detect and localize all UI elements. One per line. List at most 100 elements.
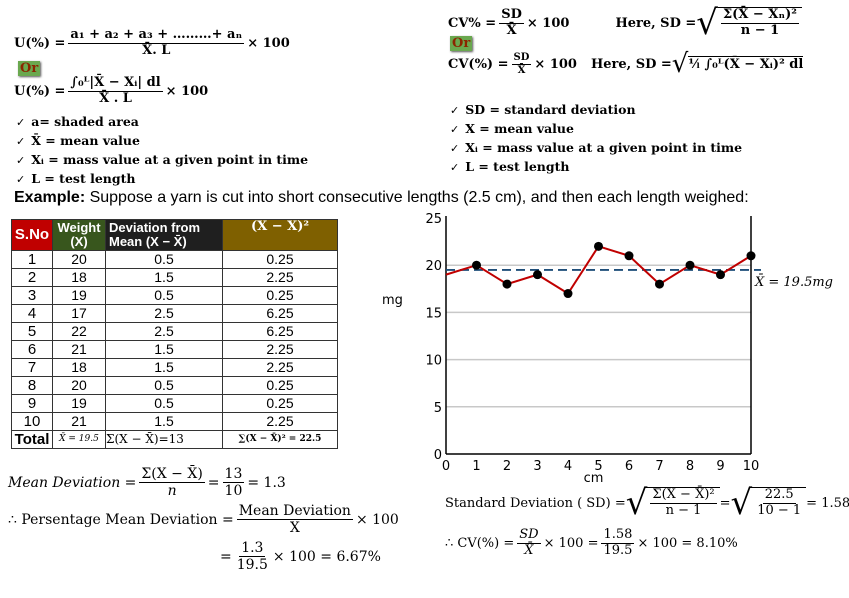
header-squared: (X − X̄)² [222,219,338,251]
fraction-denominator: 10 − 1 [757,503,802,518]
checkmark-icon: ✓ [450,104,460,117]
fraction-numerator: a₁ + a₂ + a₃ + ………+ aₙ [68,27,245,44]
bullet-item: ✓ X̄ = mean value [16,132,308,151]
sno-cell: 8 [11,376,53,395]
bullet-item: ✓ SD = standard deviation [450,101,742,120]
data-table: S.No Weight (X) Deviation from Mean (X −… [11,219,338,449]
fraction-numerator: Mean Deviation [236,503,353,521]
fraction-denominator: 19.5 [236,557,268,574]
uniformity-formula-block: U(%) = a₁ + a₂ + a₃ + ………+ aₙ X̄. L × 100… [14,27,290,107]
squared-cell: 6.25 [222,322,338,341]
y-tick-label: 10 [425,354,442,369]
y-tick-label: 0 [434,448,442,463]
header-weight: Weight (X) [52,219,106,251]
x-tick-label: 4 [564,459,572,474]
formula-lhs: CV% = [448,15,497,31]
or-label: Or [18,60,41,76]
fraction-denominator: X̄. L [142,42,171,58]
y-tick-label: 5 [434,401,442,416]
table-row: 9 19 0.5 0.25 [11,394,338,413]
result: = 1.58 [806,495,849,511]
uniformity-formula-1: U(%) = a₁ + a₂ + a₃ + ………+ aₙ X̄. L × 100 [14,27,290,59]
data-point [655,279,664,289]
data-point [746,251,756,261]
weight-cell: 18 [52,358,106,377]
weight-cell: 20 [52,250,106,269]
deviation-cell: 0.5 [105,286,223,305]
x-tick-label: 7 [655,459,663,474]
sno-cell: 4 [11,304,53,323]
equals: = [220,548,232,565]
pct-result-line: = 1.3 19.5 × 100 = 6.67% [220,540,399,573]
fraction-numerator: Σ(X̄ − Xₙ)² [720,7,799,24]
sno-cell: 9 [11,394,53,413]
formula-lhs: ∴ CV(%) = [445,535,515,551]
uniformity-formula-2: U(%) = ∫₀ᴸ|X̄ − Xᵢ| dl X̄ . L × 100 [14,75,290,107]
y-tick-label: 15 [425,306,442,321]
mean-label: X̄ = 19.5mg [754,274,833,290]
sd-line: Standard Deviation ( SD) = √ Σ(X − X̄)² n … [445,486,849,520]
result: = 1.3 [247,474,286,491]
uniformity-bullets: ✓ a= shaded area ✓ X̄ = mean value ✓ Xᵢ = m… [16,113,308,189]
pct-mean-deviation-line: ∴ Persentage Mean Deviation = Mean Devia… [8,503,399,536]
sd-calc: Standard Deviation ( SD) = √ Σ(X − X̄)² n … [445,486,849,559]
bullet-item: ✓ a= shaded area [16,113,308,132]
fraction-denominator: 10 [224,483,243,500]
result: × 100 = 8.10% [637,535,738,551]
radical-icon: √ [671,49,689,79]
formula-lhs: CV(%) = [448,56,509,72]
fraction-denominator: X̄ . L [99,90,132,106]
fraction-numerator: SD [499,6,524,24]
table-row: 1 20 0.5 0.25 [11,250,338,269]
cv-formula-block: CV% = SD X̄ × 100 Here, SD = √ Σ(X̄ − Xₙ)²… [448,3,804,79]
radical-icon: √ [696,3,718,43]
fraction-denominator: n [167,483,177,500]
sno-cell: 1 [11,250,53,269]
deviation-cell: 0.5 [105,250,223,269]
x-tick-label: 3 [533,459,541,474]
data-point [502,279,512,289]
example-label: Example: [14,189,86,206]
y-axis-label: mg [382,293,403,308]
radical-icon: √ [730,483,753,523]
data-point [563,289,573,299]
bullet-text: Xᵢ = mass value at a given point in time [31,152,309,167]
squared-cell: 2.25 [222,268,338,287]
squared-cell: 2.25 [222,358,338,377]
fraction-numerator: 1.58 [601,527,635,544]
squared-cell: 0.25 [222,250,338,269]
total-mean: X̄ = 19.5 [52,430,106,449]
data-point [472,260,481,270]
deviation-cell: 2.5 [105,322,223,341]
sd-integral: ¹⁄ₗ ∫₀ᴸ(X̄ − Xᵢ)² dl [688,56,804,72]
weight-cell: 21 [52,340,106,359]
sno-cell: 5 [11,322,53,341]
fraction-denominator: n − 1 [740,23,780,38]
or-label: Or [450,36,473,51]
equals: = [719,495,731,511]
checkmark-icon: ✓ [16,154,26,167]
formula-lhs: ∴ Persentage Mean Deviation = [8,511,234,528]
times-100: × 100 = [543,535,599,551]
data-point [685,260,695,270]
checkmark-icon: ✓ [450,161,460,174]
weight-cell: 22 [52,322,106,341]
weight-cell: 20 [52,376,106,395]
squared-cell: 0.25 [222,394,338,413]
times-100: × 100 [526,15,570,31]
bullet-text: X̄ = mean value [31,133,140,148]
x-tick-label: 8 [686,459,694,474]
weight-cell: 17 [52,304,106,323]
x-tick-label: 5 [594,459,602,474]
table-row: 3 19 0.5 0.25 [11,286,338,305]
squared-cell: 2.25 [222,412,338,431]
deviation-cell: 0.5 [105,376,223,395]
squared-cell: 0.25 [222,286,338,305]
table-row: 10 21 1.5 2.25 [11,412,338,431]
fraction-denominator: X̄ [517,64,526,76]
sno-cell: 2 [11,268,53,287]
y-tick-label: 25 [425,212,442,227]
table-row: 8 20 0.5 0.25 [11,376,338,395]
total-label: Total [11,430,53,449]
fraction-numerator: Σ(X − X̄) [139,466,205,484]
